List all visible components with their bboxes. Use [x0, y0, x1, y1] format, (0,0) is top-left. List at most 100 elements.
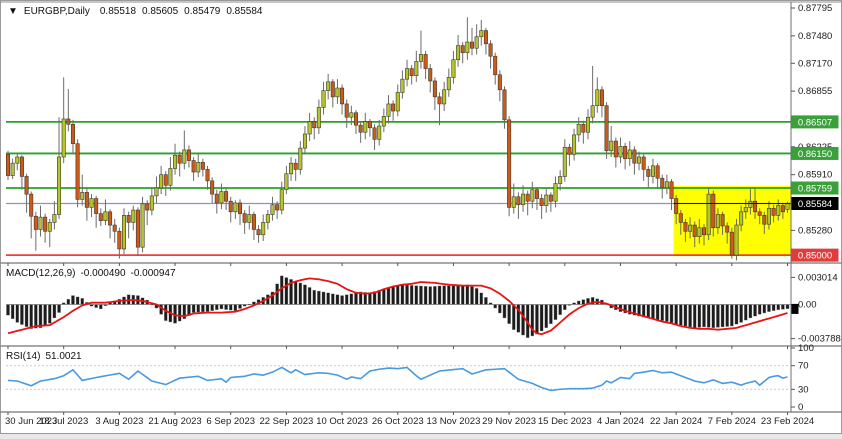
bull-candle [247, 214, 252, 223]
macd-histogram-bar [409, 285, 414, 305]
macd-histogram-bar [665, 304, 669, 322]
bear-candle [502, 89, 507, 121]
bear-candle [344, 103, 349, 118]
macd-histogram-bar [405, 284, 409, 305]
bull-candle [173, 154, 178, 169]
symbol-title[interactable]: ▼ EURGBP,Daily 0.85518 0.85605 0.85479 0.8558… [8, 6, 263, 17]
macd-histogram-bar [233, 304, 238, 312]
macd-histogram-bar [739, 304, 743, 323]
macd-histogram-bar [558, 304, 562, 316]
bull-candle [265, 214, 270, 223]
time-tick-label: 22 Sep 2023 [259, 416, 313, 427]
bear-candle [428, 68, 433, 82]
macd-histogram-bar [465, 284, 470, 305]
macd-histogram-bar [702, 304, 706, 328]
bear-candle [33, 215, 38, 230]
macd-histogram-bar [34, 304, 38, 329]
bull-candle [395, 92, 400, 112]
macd-histogram-bar [442, 285, 446, 305]
bear-candle [214, 193, 219, 204]
bull-candle [363, 121, 368, 133]
bear-candle [534, 189, 539, 199]
macd-histogram-bar [762, 304, 767, 314]
bull-candle [585, 116, 590, 133]
macd-histogram-bar [479, 292, 484, 305]
bear-candle [94, 198, 99, 214]
macd-histogram-bar [307, 287, 312, 305]
bull-candle [386, 103, 391, 117]
bear-candle [725, 225, 730, 233]
bull-candle [766, 207, 771, 225]
macd-histogram-bar [52, 304, 57, 319]
bull-candle [52, 214, 57, 223]
macd-histogram-bar [767, 304, 771, 312]
bear-candle [228, 200, 233, 213]
bear-candle [701, 227, 706, 236]
macd-histogram-bar [210, 304, 214, 312]
macd-histogram-bar [312, 289, 317, 305]
bull-candle [349, 112, 354, 118]
price-pane[interactable] [6, 17, 791, 261]
price-tick-label: 0.86855 [798, 86, 832, 97]
macd-histogram-bar [103, 304, 108, 307]
macd-histogram-bar [692, 304, 697, 329]
macd-histogram-bar [89, 304, 94, 307]
macd-pane[interactable] [6, 275, 791, 338]
time-tick-label: 18 Jul 2023 [39, 416, 88, 427]
macd-histogram-bar [484, 297, 488, 305]
price-tick-label: 0.85910 [798, 170, 832, 181]
price-badge-label: 0.85584 [798, 199, 832, 210]
bull-candle [785, 203, 790, 210]
macd-histogram-bar [567, 304, 572, 306]
macd-histogram-bar [391, 286, 395, 305]
bull-candle [321, 90, 326, 108]
bull-candle [140, 203, 145, 248]
bear-candle [112, 224, 117, 232]
bull-candle [10, 162, 15, 176]
macd-histogram-bar [730, 304, 734, 327]
rsi-pane[interactable] [6, 365, 791, 392]
bear-candle [275, 204, 280, 211]
bear-candle [330, 81, 335, 98]
macd-histogram-bar [331, 293, 335, 305]
time-tick-label: 6 Sep 2023 [206, 416, 255, 427]
bull-candle [159, 174, 164, 189]
macd-histogram-bar [572, 302, 576, 305]
bear-candle [683, 222, 688, 232]
bear-candle [353, 112, 358, 126]
rsi-tick-label: 70 [798, 361, 809, 372]
bear-candle [711, 193, 716, 229]
macd-histogram-bar [488, 302, 493, 305]
bear-candle [516, 196, 521, 206]
bull-candle [456, 45, 461, 61]
price-badge-label: 0.85000 [798, 251, 832, 262]
macd-histogram-bar [669, 304, 674, 324]
macd-histogram-bar [646, 304, 651, 319]
bull-candle [168, 168, 173, 186]
bull-candle [103, 211, 108, 221]
bull-candle [627, 149, 632, 160]
macd-histogram-bar [382, 288, 386, 305]
bear-candle [674, 198, 679, 214]
bear-candle [358, 124, 363, 133]
macd-histogram-bar [660, 304, 665, 321]
bear-candle [613, 140, 618, 158]
price-tick-label: 0.87170 [798, 58, 832, 69]
bull-candle [451, 59, 456, 78]
bull-candle [335, 87, 340, 98]
bear-candle [678, 213, 683, 223]
macd-histogram-bar [423, 286, 428, 305]
macd-histogram-bar [553, 304, 558, 321]
macd-histogram-bar [498, 304, 502, 314]
bear-candle [340, 87, 345, 105]
macd-histogram-bar [507, 304, 511, 325]
bear-candle [525, 193, 530, 202]
bull-candle [80, 192, 85, 200]
bear-candle [19, 156, 24, 177]
macd-histogram-bar [38, 304, 43, 329]
macd-histogram-bar [748, 304, 753, 319]
macd-histogram-bar [80, 298, 85, 305]
macd-histogram-bar [776, 304, 781, 311]
